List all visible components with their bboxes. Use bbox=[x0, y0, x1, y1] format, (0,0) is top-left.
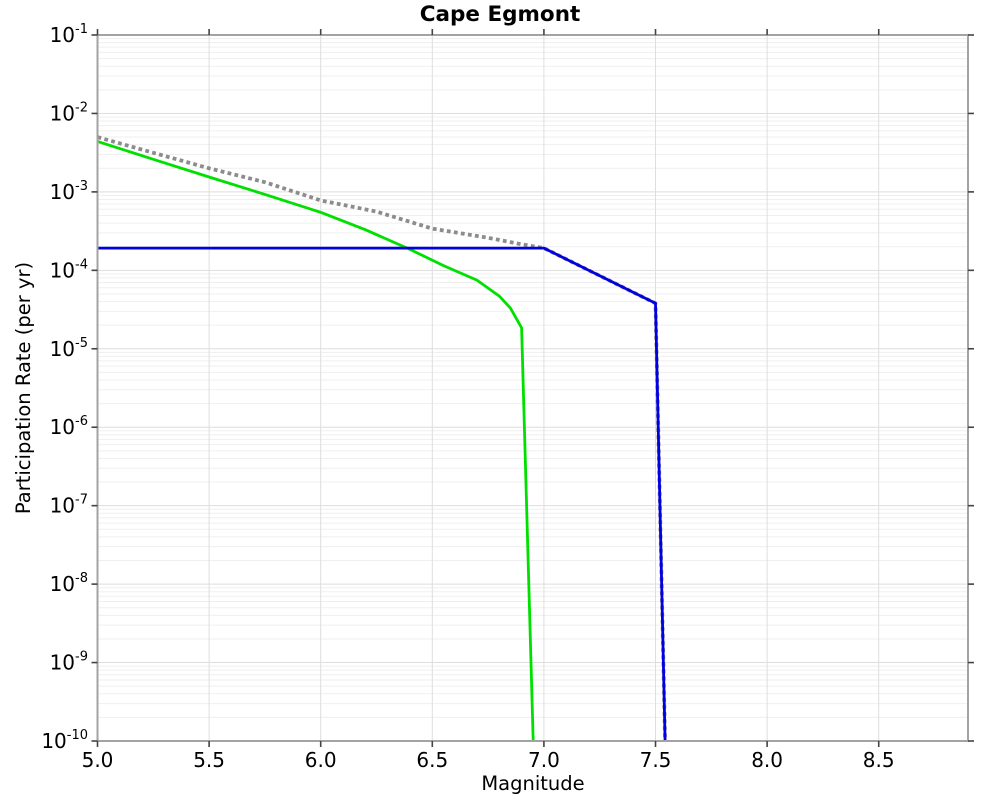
y-tick-label: 10-8 bbox=[50, 571, 88, 596]
y-tick-exponent: -7 bbox=[75, 493, 88, 508]
y-tick-exponent: -6 bbox=[75, 414, 88, 429]
y-tick-label: 10-10 bbox=[41, 728, 88, 753]
y-tick-exponent: -10 bbox=[67, 728, 88, 743]
y-tick-exponent: -9 bbox=[75, 650, 88, 665]
y-tick-label: 10-7 bbox=[50, 493, 88, 518]
x-tick-label: 8.5 bbox=[863, 748, 895, 772]
y-tick-label: 10-2 bbox=[50, 100, 88, 125]
y-tick-exponent: -4 bbox=[75, 257, 88, 272]
series-green-solid-curve-path bbox=[97, 140, 535, 742]
chart-title: Cape Egmont bbox=[420, 2, 581, 27]
y-tick-label: 10-1 bbox=[50, 22, 88, 47]
x-tick-label: 7.0 bbox=[528, 748, 560, 772]
gridlines bbox=[97, 35, 968, 741]
y-tick-exponent: -2 bbox=[75, 100, 88, 115]
y-tick-exponent: -3 bbox=[75, 179, 88, 194]
series-blue-solid-curve-path bbox=[97, 246, 667, 742]
x-axis-label: Magnitude bbox=[481, 772, 584, 795]
y-axis-label: Participation Rate (per yr) bbox=[12, 262, 35, 514]
x-tick-label: 5.5 bbox=[193, 748, 225, 772]
y-tick-label: 10-5 bbox=[50, 336, 88, 361]
y-tick-label: 10-9 bbox=[50, 650, 88, 675]
y-tick-label: 10-4 bbox=[50, 257, 88, 282]
y-tick-exponent: -1 bbox=[75, 22, 88, 37]
tick-marks bbox=[91, 29, 974, 747]
x-tick-label: 6.0 bbox=[305, 748, 337, 772]
plot-border bbox=[96, 34, 969, 742]
y-tick-exponent: -8 bbox=[75, 571, 88, 586]
x-tick-label: 6.5 bbox=[416, 748, 448, 772]
x-tick-label: 7.5 bbox=[640, 748, 672, 772]
x-tick-label: 5.0 bbox=[82, 748, 114, 772]
data-curves bbox=[96, 135, 667, 742]
tick-labels: 5.0 5.5 6.0 6.5 7.0 7.5 8.0 8.5 10-1 10-2 10-3 10-4… bbox=[41, 22, 894, 772]
y-tick-exponent: -5 bbox=[75, 336, 88, 351]
x-tick-label: 8.0 bbox=[751, 748, 783, 772]
y-tick-label: 10-6 bbox=[50, 414, 88, 439]
y-tick-label: 10-3 bbox=[50, 179, 88, 204]
